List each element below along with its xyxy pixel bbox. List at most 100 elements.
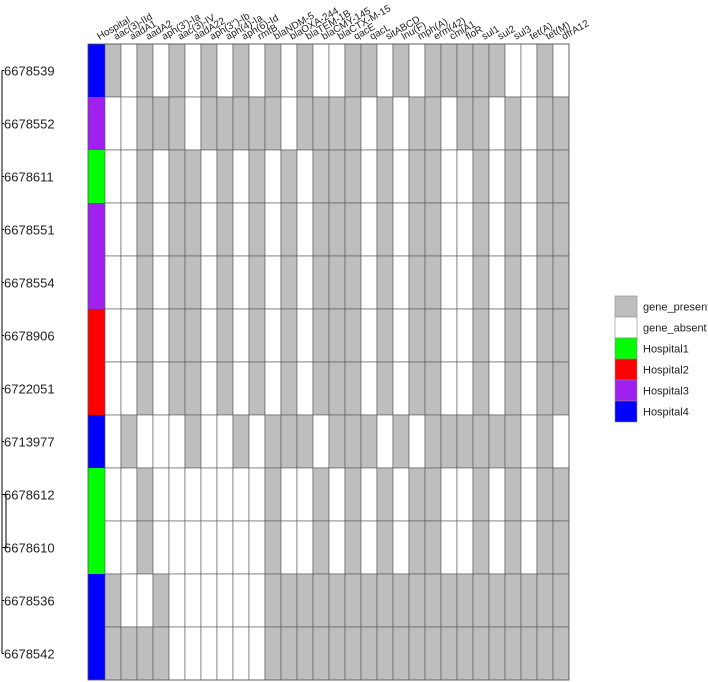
gene-cell <box>408 149 426 204</box>
legend-label: Hospital1 <box>643 344 689 356</box>
gene-cell <box>456 520 474 575</box>
gene-cell <box>344 414 362 469</box>
gene-cell <box>216 96 234 151</box>
legend: gene_present gene_absent Hospital1 Hospital… <box>614 295 708 423</box>
gene-cell <box>424 573 442 628</box>
gene-cell <box>232 414 250 469</box>
gene-cell <box>216 520 234 575</box>
gene-cell <box>296 361 314 416</box>
gene-cell <box>344 255 362 310</box>
gene-cell <box>232 202 250 257</box>
gene-cell <box>104 308 122 363</box>
gene-cell <box>392 43 410 98</box>
legend-swatch <box>614 295 638 318</box>
gene-cell <box>184 96 202 151</box>
gene-cell <box>520 308 538 363</box>
gene-cell <box>360 308 378 363</box>
gene-cell <box>120 573 138 628</box>
gene-cell <box>152 361 170 416</box>
gene-cell <box>136 149 154 204</box>
gene-cell <box>552 149 570 204</box>
gene-cell <box>520 626 538 681</box>
gene-cell <box>360 202 378 257</box>
legend-swatch <box>614 379 638 402</box>
gene-cell <box>360 43 378 98</box>
gene-cell <box>152 626 170 681</box>
gene-cell <box>136 467 154 522</box>
gene-cell <box>552 520 570 575</box>
gene-cell <box>328 467 346 522</box>
gene-cell <box>552 96 570 151</box>
gene-cell <box>216 414 234 469</box>
gene-cell <box>104 255 122 310</box>
row-label: 6678536 <box>4 594 55 609</box>
gene-cell <box>280 626 298 681</box>
legend-label: Hospital3 <box>643 386 689 398</box>
gene-cell <box>376 573 394 628</box>
gene-cell <box>200 520 218 575</box>
hospital-cell <box>88 150 105 203</box>
gene-cell <box>200 202 218 257</box>
gene-cell <box>216 43 234 98</box>
gene-cell <box>280 414 298 469</box>
gene-cell <box>344 573 362 628</box>
gene-cell <box>520 96 538 151</box>
gene-cell <box>280 308 298 363</box>
gene-cell <box>504 573 522 628</box>
gene-cell <box>168 573 186 628</box>
gene-cell <box>248 573 266 628</box>
gene-cell <box>248 43 266 98</box>
gene-cell <box>312 520 330 575</box>
gene-cell <box>424 361 442 416</box>
gene-cell <box>344 520 362 575</box>
gene-cell <box>264 573 282 628</box>
gene-cell <box>328 202 346 257</box>
row-label: 6678539 <box>4 64 55 79</box>
gene-cell <box>536 361 554 416</box>
gene-cell <box>472 626 490 681</box>
gene-cell <box>120 255 138 310</box>
legend-swatch <box>614 400 638 423</box>
legend-swatch <box>614 337 638 360</box>
gene-cell <box>312 626 330 681</box>
gene-cell <box>120 626 138 681</box>
gene-cell <box>488 308 506 363</box>
legend-swatch <box>614 316 638 339</box>
gene-cell <box>216 626 234 681</box>
gene-cell <box>168 202 186 257</box>
gene-cell <box>104 626 122 681</box>
gene-cell <box>216 255 234 310</box>
gene-cell <box>408 361 426 416</box>
gene-cell <box>552 573 570 628</box>
gene-cell <box>504 255 522 310</box>
row-label: 6678554 <box>4 276 55 291</box>
gene-cell <box>168 149 186 204</box>
legend-swatch <box>614 358 638 381</box>
gene-cell <box>104 414 122 469</box>
gene-cell <box>456 414 474 469</box>
gene-cell <box>488 43 506 98</box>
gene-cell <box>104 202 122 257</box>
gene-cell <box>392 573 410 628</box>
gene-cell <box>536 414 554 469</box>
gene-cell <box>184 467 202 522</box>
gene-cell <box>136 573 154 628</box>
gene-cell <box>504 96 522 151</box>
gene-cell <box>440 361 458 416</box>
gene-cell <box>408 414 426 469</box>
gene-cell <box>488 361 506 416</box>
gene-cell <box>264 96 282 151</box>
gene-cell <box>488 202 506 257</box>
gene-cell <box>552 202 570 257</box>
gene-cell <box>472 414 490 469</box>
gene-cell <box>488 573 506 628</box>
row-label: 6713977 <box>4 435 55 450</box>
gene-cell <box>344 202 362 257</box>
gene-cell <box>136 255 154 310</box>
gene-cell <box>152 573 170 628</box>
gene-cell <box>280 43 298 98</box>
gene-cell <box>440 255 458 310</box>
gene-cell <box>456 255 474 310</box>
gene-cell <box>152 414 170 469</box>
